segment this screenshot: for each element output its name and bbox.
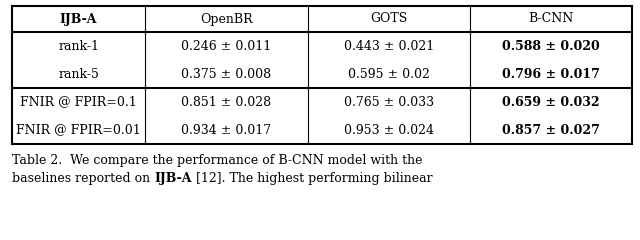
Text: 0.796 ± 0.017: 0.796 ± 0.017 (502, 67, 600, 80)
Text: IJB-A: IJB-A (154, 172, 191, 185)
Text: FNIR @ FPIR=0.01: FNIR @ FPIR=0.01 (16, 124, 141, 137)
Text: 0.851 ± 0.028: 0.851 ± 0.028 (182, 96, 271, 108)
Text: 0.765 ± 0.033: 0.765 ± 0.033 (344, 96, 434, 108)
Text: B-CNN: B-CNN (529, 12, 573, 25)
Text: rank-5: rank-5 (58, 67, 99, 80)
Text: baselines reported on: baselines reported on (12, 172, 154, 185)
Text: 0.588 ± 0.020: 0.588 ± 0.020 (502, 40, 600, 53)
Text: 0.934 ± 0.017: 0.934 ± 0.017 (182, 124, 271, 137)
Text: GOTS: GOTS (371, 12, 408, 25)
Text: 0.953 ± 0.024: 0.953 ± 0.024 (344, 124, 434, 137)
Text: 0.595 ± 0.02: 0.595 ± 0.02 (348, 67, 430, 80)
Text: 0.443 ± 0.021: 0.443 ± 0.021 (344, 40, 434, 53)
Text: 0.659 ± 0.032: 0.659 ± 0.032 (502, 96, 600, 108)
Text: IJB-A: IJB-A (60, 12, 97, 25)
Text: Table 2.  We compare the performance of B-CNN model with the: Table 2. We compare the performance of B… (12, 154, 422, 167)
Text: [12]. The highest performing bilinear: [12]. The highest performing bilinear (191, 172, 432, 185)
Text: 0.857 ± 0.027: 0.857 ± 0.027 (502, 124, 600, 137)
Text: FNIR @ FPIR=0.1: FNIR @ FPIR=0.1 (20, 96, 137, 108)
Text: 0.246 ± 0.011: 0.246 ± 0.011 (181, 40, 271, 53)
Text: OpenBR: OpenBR (200, 12, 253, 25)
Text: rank-1: rank-1 (58, 40, 99, 53)
Text: 0.375 ± 0.008: 0.375 ± 0.008 (182, 67, 271, 80)
